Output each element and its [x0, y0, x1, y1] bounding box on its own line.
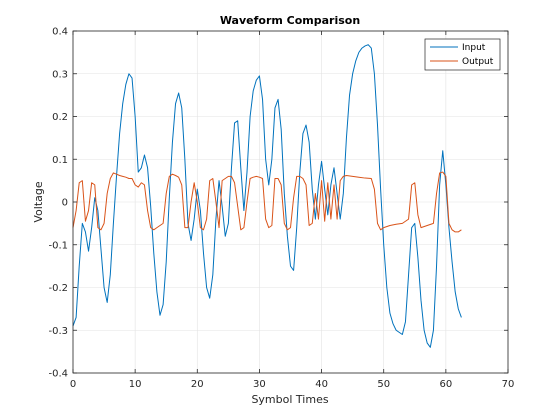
ticks [72, 30, 509, 374]
x-tick-label: 10 [129, 379, 142, 390]
x-tick-label: 20 [191, 379, 204, 390]
tick-labels: 0 10 20 30 40 50 60 70 -0.4 -0.3 -0.2 -0.1 0 0.1 0.2 0.… [48, 27, 514, 391]
y-tick-label: 0 [62, 198, 68, 209]
series-layer [72, 44, 462, 348]
legend-box [424, 38, 501, 71]
y-tick-label: -0.1 [48, 240, 68, 251]
chart-title: Waveform Comparison [220, 14, 360, 27]
x-tick-label: 30 [253, 379, 266, 390]
legend-label-input: Input [462, 43, 486, 53]
x-tick-label: 70 [502, 379, 515, 390]
y-axis-label: Voltage [32, 181, 45, 222]
y-tick-label: 0.3 [52, 69, 68, 80]
x-axis-label: Symbol Times [251, 393, 328, 406]
series-line-input [72, 44, 462, 348]
y-tick-label: -0.2 [48, 283, 68, 294]
legend-label-output: Output [462, 57, 494, 67]
y-tick-label: -0.3 [48, 326, 68, 337]
y-tick-label: 0.2 [52, 112, 68, 123]
y-tick-label: 0.4 [52, 27, 68, 38]
x-tick-label: 0 [70, 379, 76, 390]
x-tick-label: 60 [439, 379, 452, 390]
x-tick-label: 50 [377, 379, 390, 390]
y-tick-label: 0.1 [52, 155, 68, 166]
legend: Input Output [424, 38, 501, 71]
x-tick-label: 40 [315, 379, 328, 390]
y-tick-label: -0.4 [48, 369, 68, 380]
series-line-output [72, 171, 462, 233]
